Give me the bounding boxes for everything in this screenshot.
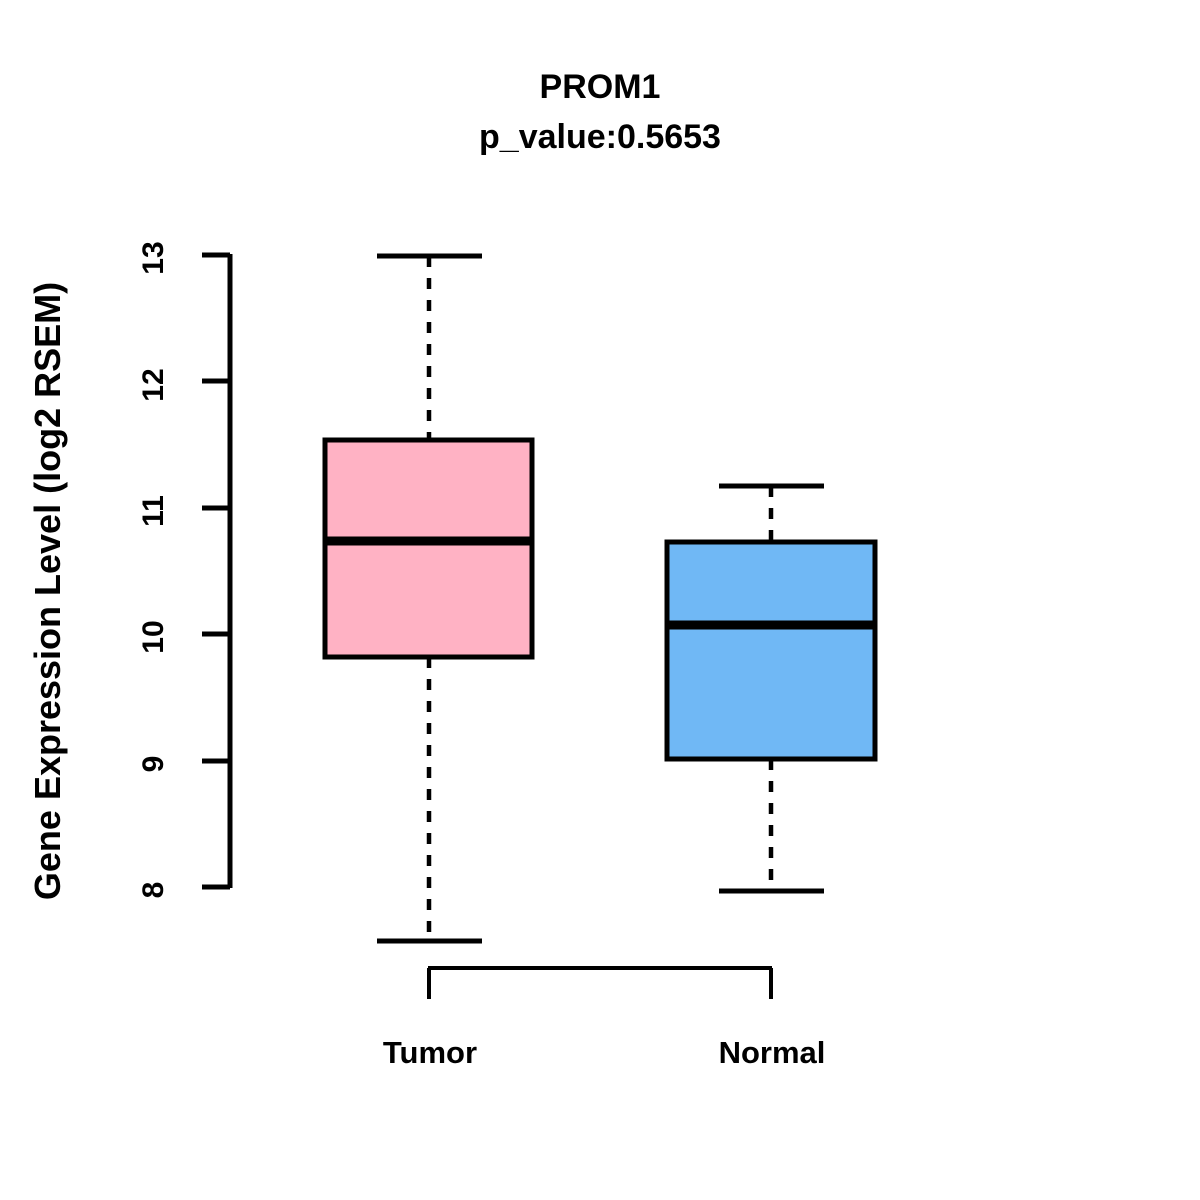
normal-box-iqr — [664, 539, 878, 762]
chart-title: PROM1 — [539, 68, 661, 106]
x-category-label-normal: Normal — [718, 1035, 826, 1070]
x-category-label-tumor: Tumor — [382, 1035, 478, 1070]
box-group-normal — [664, 483, 878, 894]
box-group-tumor — [322, 253, 535, 944]
y-axis — [202, 252, 233, 890]
chart-subtitle-pvalue: p_value:0.5653 — [479, 118, 721, 156]
significance-bracket — [427, 966, 773, 999]
tumor-box-iqr — [322, 437, 535, 660]
